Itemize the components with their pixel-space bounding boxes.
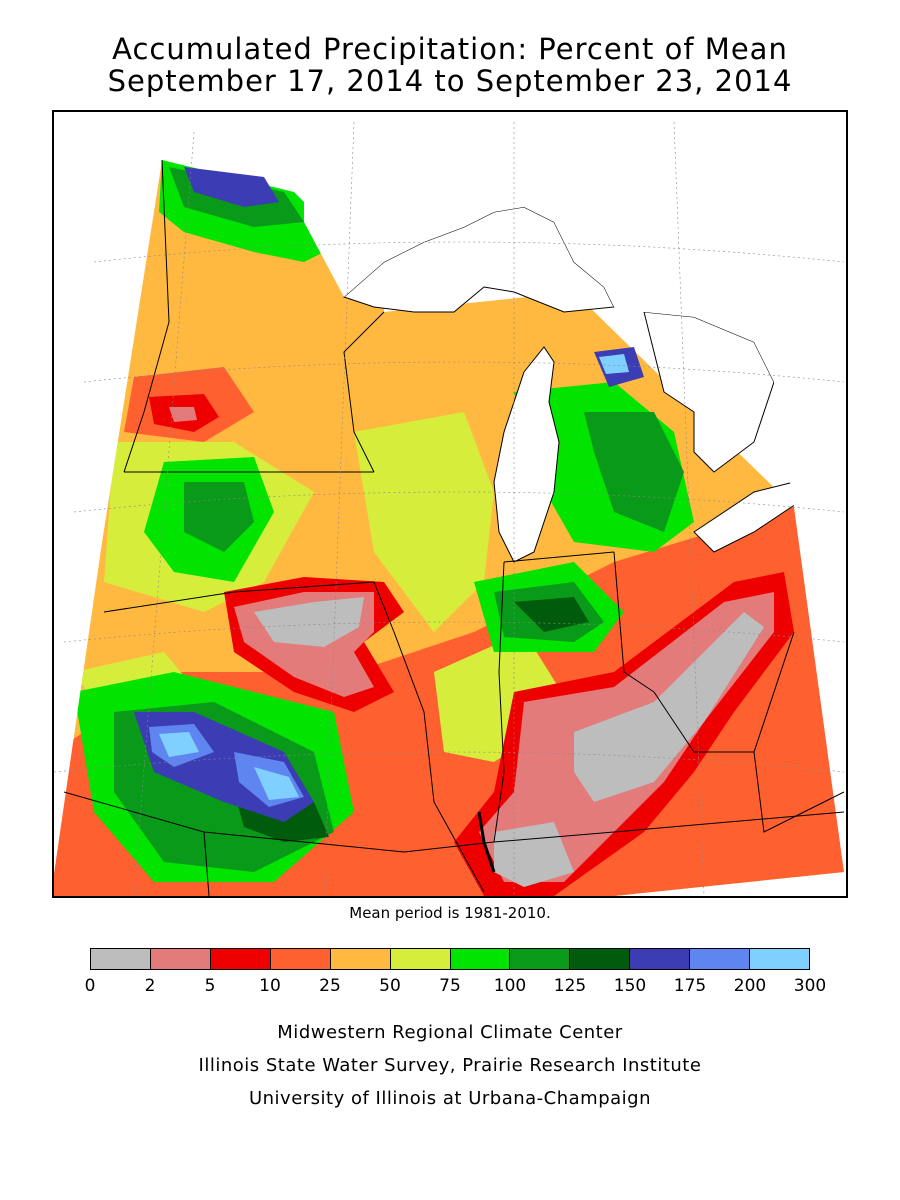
legend-swatch-0 [91,949,151,969]
credit-line-3: University of Illinois at Urbana-Champai… [248,1088,652,1109]
legend-tick-label: 0 [84,976,96,996]
legend-tick-label: 150 [613,976,647,996]
zone-darkgreen-iowa [184,482,254,552]
map-date-range: September 17, 2014 to September 23, 2014 [107,64,793,98]
lake-huron [643,311,775,473]
legend-tick-label: 2 [144,976,156,996]
legend-tick-label: 5 [204,976,216,996]
legend-swatch-2 [210,949,271,969]
graticule [54,121,845,896]
legend-swatch-6 [450,949,511,969]
state-borders [63,159,845,896]
ontario-land [304,132,774,382]
outside-region [54,112,846,896]
legend-swatch-5 [390,949,451,969]
legend-tick-label: 125 [553,976,587,996]
legend-swatch-1 [150,949,211,969]
legend-tick-label: 25 [319,976,341,996]
legend-tick-label: 175 [673,976,707,996]
legend-swatch-3 [270,949,331,969]
zone-lightblue-mi [599,354,629,374]
legend-tick-label: 200 [733,976,767,996]
zone-gray-mo [254,597,364,647]
legend-swatch-7 [510,949,571,969]
zone-blue-north [184,167,279,207]
legend-tick-label: 75 [439,976,461,996]
zone-cyan-sw [159,732,199,757]
zone-pink-north [169,407,197,422]
legend-ticks: 0 2 5 10 25 50 75 100 125 150 175 200 300 [85,976,827,1000]
legend-tick-label: 100 [493,976,527,996]
legend-tick-label: 10 [259,976,281,996]
lake-michigan [493,346,560,563]
credit-line-1: Midwestern Regional Climate Center [277,1022,623,1043]
map-title: Accumulated Precipitation: Percent of Me… [112,32,788,66]
mississippi-river [477,811,496,873]
precipitation-map [52,110,848,898]
zone-yellowgreen-2 [354,412,494,632]
legend-swatch-10 [690,949,751,969]
zone-deepgreen-in [514,597,589,632]
mean-period-note: Mean period is 1981-2010. [349,904,551,922]
legend-tick-label: 300 [793,976,827,996]
zone-cyan-sw2 [254,767,299,800]
legend-swatch-4 [330,949,391,969]
zone-darkgreen-mi [584,412,684,532]
zone-gray-ohio [574,612,764,802]
legend-tick-label: 50 [379,976,401,996]
color-legend [90,948,810,970]
credit-line-2: Illinois State Water Survey, Prairie Res… [198,1055,702,1076]
legend-swatch-11 [750,949,810,969]
legend-swatch-8 [570,949,631,969]
legend-swatch-9 [630,949,691,969]
